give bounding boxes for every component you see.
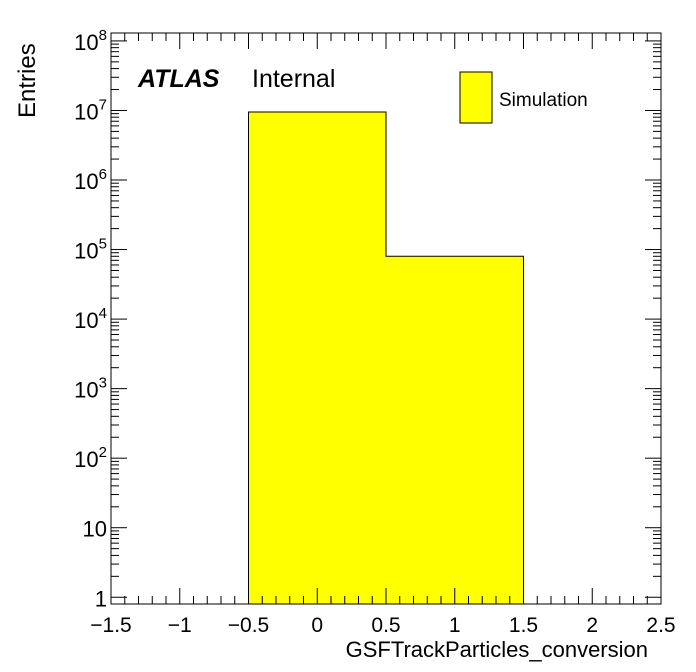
histogram-bars — [248, 111, 524, 604]
x-tick-labels: −1.5 −1 −0.5 0 0.5 1 1.5 2 2.5 — [90, 614, 675, 637]
y-tick-label-exponent: 6 — [99, 166, 107, 183]
atlas-label-bold: ATLAS — [137, 65, 220, 93]
y-tick-label-base: 10 — [74, 447, 98, 472]
atlas-label: ATLAS Internal — [137, 65, 335, 93]
y-tick-label: 104 — [74, 305, 107, 333]
y-tick-label: 105 — [74, 236, 107, 264]
y-axis-label: Entries — [14, 43, 41, 118]
y-tick-label-base: 1 — [95, 586, 107, 611]
histogram-outline — [248, 111, 524, 604]
y-tick-label-exponent: 7 — [99, 96, 107, 113]
y-tick-label-base: 10 — [74, 308, 98, 333]
y-tick-label-base: 10 — [74, 169, 98, 194]
y-tick-label-base: 10 — [83, 517, 107, 542]
x-tick-label: 2 — [586, 614, 598, 637]
x-tick-label: −1.5 — [90, 614, 131, 637]
axis-ticks — [110, 33, 662, 604]
y-tick-label: 107 — [74, 96, 107, 124]
y-tick-label: 108 — [74, 27, 107, 55]
y-tick-label-exponent: 2 — [99, 444, 107, 461]
y-tick-label: 103 — [74, 375, 107, 403]
x-tick-label: 1.5 — [509, 614, 538, 637]
x-tick-label: 2.5 — [646, 614, 675, 637]
histogram-bin-0 — [248, 112, 386, 604]
legend-label-simulation: Simulation — [499, 90, 588, 111]
x-axis-label: GSFTrackParticles_conversion — [346, 637, 648, 662]
y-tick-label-exponent: 8 — [99, 27, 107, 44]
x-tick-label: 0.5 — [371, 614, 400, 637]
y-tick-label-base: 10 — [74, 30, 98, 55]
y-tick-label: 102 — [74, 444, 107, 472]
y-tick-label: 1 — [95, 586, 107, 611]
y-tick-label-exponent: 5 — [99, 236, 107, 253]
legend-swatch-simulation — [459, 71, 493, 124]
y-tick-label-base: 10 — [74, 239, 98, 264]
y-tick-label-base: 10 — [74, 378, 98, 403]
y-tick-label-exponent: 4 — [99, 305, 107, 322]
x-tick-label: 1 — [449, 614, 461, 637]
y-tick-label: 106 — [74, 166, 107, 194]
legend: Simulation — [459, 71, 588, 124]
histogram-bin-1 — [386, 256, 524, 604]
x-tick-label: −0.5 — [228, 614, 269, 637]
atlas-label-text: Internal — [252, 65, 335, 93]
y-tick-label-base: 10 — [74, 99, 98, 124]
x-tick-label: −1 — [168, 614, 192, 637]
y-tick-label: 10 — [83, 517, 107, 542]
y-tick-label-exponent: 3 — [99, 375, 107, 392]
x-tick-label: 0 — [311, 614, 323, 637]
